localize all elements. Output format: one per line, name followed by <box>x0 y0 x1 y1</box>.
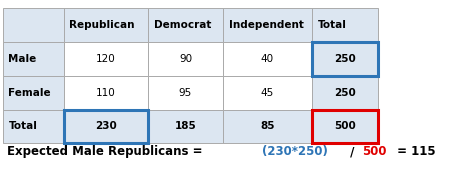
Bar <box>223 110 312 144</box>
Bar <box>3 110 64 144</box>
Text: Republican: Republican <box>69 20 135 30</box>
Text: Democrat: Democrat <box>154 20 211 30</box>
Bar <box>148 42 223 76</box>
Bar <box>312 110 377 144</box>
Bar <box>148 110 223 144</box>
Bar <box>148 76 223 110</box>
Bar <box>148 8 223 42</box>
Bar <box>3 8 64 42</box>
Text: 500: 500 <box>362 145 386 158</box>
Text: Independent: Independent <box>228 20 303 30</box>
Bar <box>64 76 148 110</box>
Text: Female: Female <box>9 88 51 98</box>
Bar <box>64 42 148 76</box>
Bar <box>64 8 148 42</box>
Bar <box>3 42 64 76</box>
Text: 500: 500 <box>334 121 356 131</box>
Text: 230: 230 <box>95 121 117 131</box>
Bar <box>64 110 148 144</box>
Text: 85: 85 <box>260 121 275 131</box>
Text: = 115: = 115 <box>393 145 436 158</box>
Bar <box>64 110 148 144</box>
Text: Total: Total <box>9 121 37 131</box>
Bar <box>223 76 312 110</box>
Text: Total: Total <box>318 20 346 30</box>
Text: 90: 90 <box>179 54 192 64</box>
Bar <box>312 42 377 76</box>
Bar <box>312 110 377 144</box>
Bar <box>312 42 377 76</box>
Text: 110: 110 <box>96 88 116 98</box>
Text: 185: 185 <box>174 121 196 131</box>
Text: 45: 45 <box>261 88 274 98</box>
Bar <box>223 8 312 42</box>
Bar <box>3 76 64 110</box>
Text: 40: 40 <box>261 54 274 64</box>
Bar <box>312 8 377 42</box>
Text: 250: 250 <box>334 54 356 64</box>
Bar <box>312 76 377 110</box>
Text: 250: 250 <box>334 88 356 98</box>
Text: /: / <box>346 145 358 158</box>
Text: Expected Male Republicans =: Expected Male Republicans = <box>8 145 207 158</box>
Text: (230*250): (230*250) <box>262 145 328 158</box>
Text: Male: Male <box>9 54 36 64</box>
Text: 95: 95 <box>179 88 192 98</box>
Bar <box>223 42 312 76</box>
Text: 120: 120 <box>96 54 116 64</box>
